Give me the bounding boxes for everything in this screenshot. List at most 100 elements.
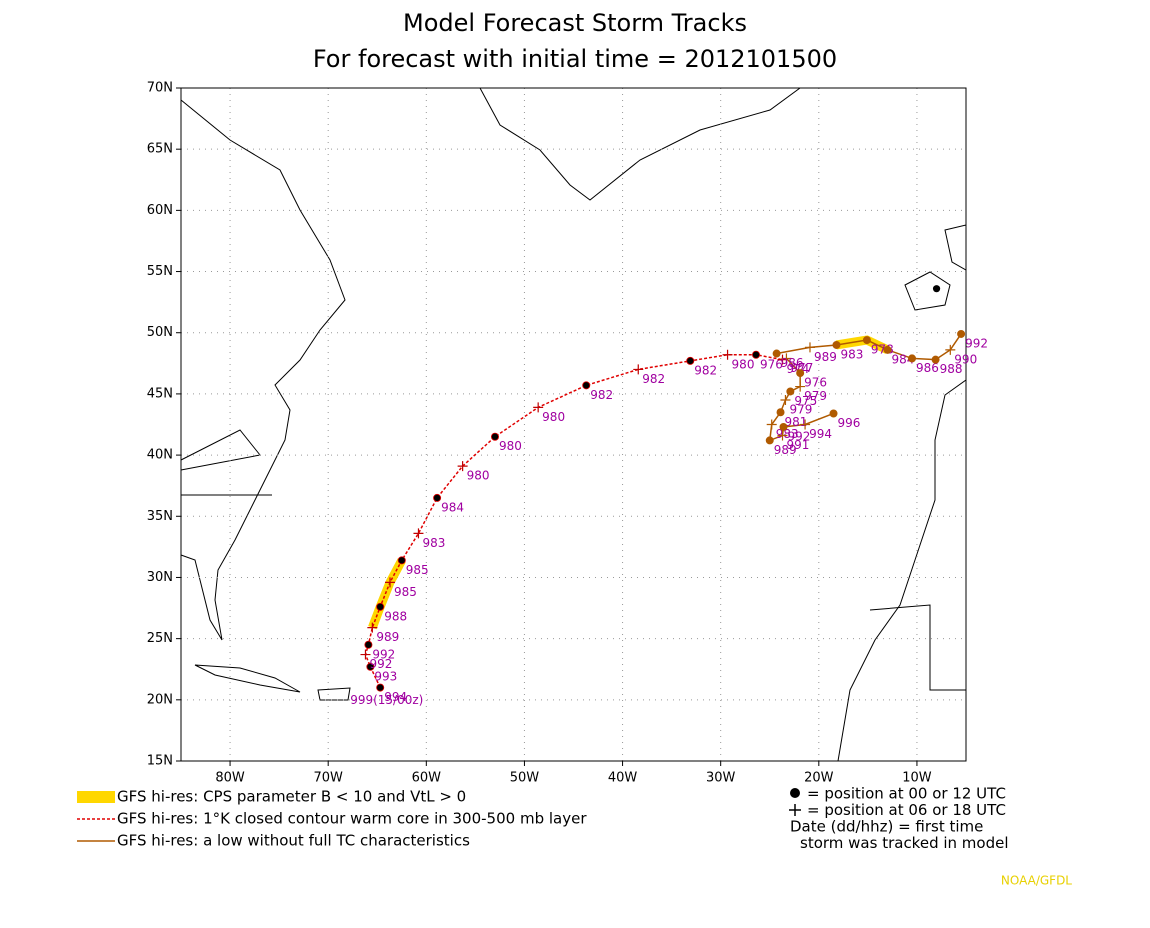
- legend-dot: [790, 788, 800, 798]
- position-plus: [781, 353, 792, 364]
- pressure-label: 985: [406, 563, 429, 577]
- legend-label: GFS hi-res: 1°K closed contour warm core…: [117, 810, 587, 828]
- pressure-label: 989: [376, 630, 399, 644]
- pressure-label: 980: [732, 357, 755, 371]
- pressure-label: 990: [954, 352, 977, 366]
- pressure-label: 991: [787, 438, 810, 452]
- chart-title: Model Forecast Storm Tracks: [403, 9, 747, 37]
- pressure-label: 976: [804, 376, 827, 390]
- pressure-label: 982: [642, 372, 665, 386]
- pressure-label: 992: [787, 429, 810, 443]
- position-dot: [397, 556, 406, 565]
- position-dot: [686, 356, 695, 365]
- x-tick-label: 20W: [804, 771, 834, 786]
- position-dot: [433, 493, 442, 502]
- y-tick-label: 45N: [147, 386, 173, 401]
- pressure-label: 989: [814, 350, 837, 364]
- position-plus: [385, 577, 396, 588]
- position-plus: [780, 395, 791, 406]
- y-tick-label: 25N: [147, 631, 173, 646]
- x-tick-label: 30W: [706, 771, 736, 786]
- position-dot: [931, 355, 940, 364]
- pressure-label: 983: [840, 347, 863, 361]
- pressure-label: 983: [422, 536, 445, 550]
- plot-frame: [180, 87, 967, 762]
- position-plus: [945, 344, 956, 355]
- position-dot: [862, 336, 871, 345]
- pressure-label: 992: [372, 647, 395, 661]
- position-plus: [367, 622, 378, 633]
- y-tick-label: 55N: [147, 264, 173, 279]
- position-dot: [366, 662, 375, 671]
- pressure-label: 982: [590, 388, 613, 402]
- y-tick-label: 40N: [147, 448, 173, 463]
- start-label: 999(15/00z): [350, 693, 423, 707]
- track-line: [364, 354, 783, 688]
- y-tick-label: 65N: [147, 142, 173, 157]
- position-plus: [633, 364, 644, 375]
- legend-plus: [789, 804, 801, 816]
- pressure-label: 994: [809, 427, 832, 441]
- position-dot: [376, 683, 385, 692]
- x-tick-label: 70W: [313, 771, 343, 786]
- pressure-label: 986: [781, 356, 804, 370]
- legend-note: storm was tracked in model: [800, 834, 1009, 852]
- position-plus: [457, 461, 468, 472]
- legend-label: GFS hi-res: CPS parameter B < 10 and VtL…: [117, 788, 466, 806]
- position-plus: [360, 649, 371, 660]
- x-tick-label: 10W: [902, 771, 932, 786]
- x-tick-label: 40W: [608, 771, 638, 786]
- position-plus: [766, 419, 777, 430]
- position-dot: [776, 408, 785, 417]
- legend-label: GFS hi-res: a low without full TC charac…: [117, 832, 470, 850]
- pressure-label: 976: [760, 357, 783, 371]
- position-dot: [908, 354, 917, 363]
- pressure-label: 996: [838, 416, 861, 430]
- pressure-label: 980: [542, 410, 565, 424]
- y-tick-label: 50N: [147, 325, 173, 340]
- position-dot: [765, 436, 774, 445]
- y-tick-label: 15N: [147, 754, 173, 769]
- position-plus: [795, 381, 806, 392]
- pressure-label: 980: [467, 469, 490, 483]
- pressure-label: 988: [384, 609, 407, 623]
- position-plus: [722, 349, 733, 360]
- chart-subtitle: For forecast with initial time = 2012101…: [313, 45, 837, 73]
- position-dot: [883, 345, 892, 354]
- pressure-label: 981: [785, 415, 808, 429]
- position-dot: [932, 285, 941, 293]
- pressure-label: 984: [892, 352, 915, 366]
- position-dot: [364, 640, 373, 649]
- legend: GFS hi-res: CPS parameter B < 10 and VtL…: [77, 785, 1009, 852]
- pressure-label: 992: [369, 657, 392, 671]
- y-tick-label: 30N: [147, 570, 173, 585]
- position-dot: [957, 329, 966, 338]
- pressure-label: 994: [384, 690, 407, 704]
- position-dot: [832, 340, 841, 349]
- pressure-label: 993: [374, 669, 397, 683]
- position-plus: [777, 430, 788, 441]
- coastlines: [180, 87, 967, 762]
- position-dot: [376, 602, 385, 611]
- pressure-label: 989: [774, 443, 797, 457]
- x-tick-label: 50W: [510, 771, 540, 786]
- pressure-label: 980: [499, 439, 522, 453]
- position-plus: [800, 419, 811, 430]
- pressure-label: 983: [776, 427, 799, 441]
- pressure-label: 984: [441, 500, 464, 514]
- legend-swatch: [77, 791, 115, 803]
- legend-note: = position at 00 or 12 UTC: [807, 785, 1006, 803]
- y-tick-label: 70N: [147, 81, 173, 96]
- position-dot: [772, 349, 781, 358]
- position-dot: [786, 387, 795, 396]
- position-dot: [490, 432, 499, 441]
- y-tick-label: 35N: [147, 509, 173, 524]
- position-plus: [533, 402, 544, 413]
- position-dot: [796, 369, 805, 378]
- pressure-label: 975: [794, 394, 817, 408]
- pressure-label: 982: [694, 363, 717, 377]
- pressure-label: 979: [789, 403, 812, 417]
- pressure-label: 986: [916, 361, 939, 375]
- legend-note: = position at 06 or 18 UTC: [807, 801, 1006, 819]
